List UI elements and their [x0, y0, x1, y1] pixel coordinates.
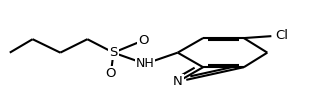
Text: NH: NH — [136, 57, 155, 70]
Text: S: S — [109, 46, 118, 59]
Text: Cl: Cl — [275, 29, 289, 42]
Text: N: N — [173, 75, 183, 88]
Text: O: O — [138, 34, 149, 47]
Text: O: O — [106, 67, 116, 80]
